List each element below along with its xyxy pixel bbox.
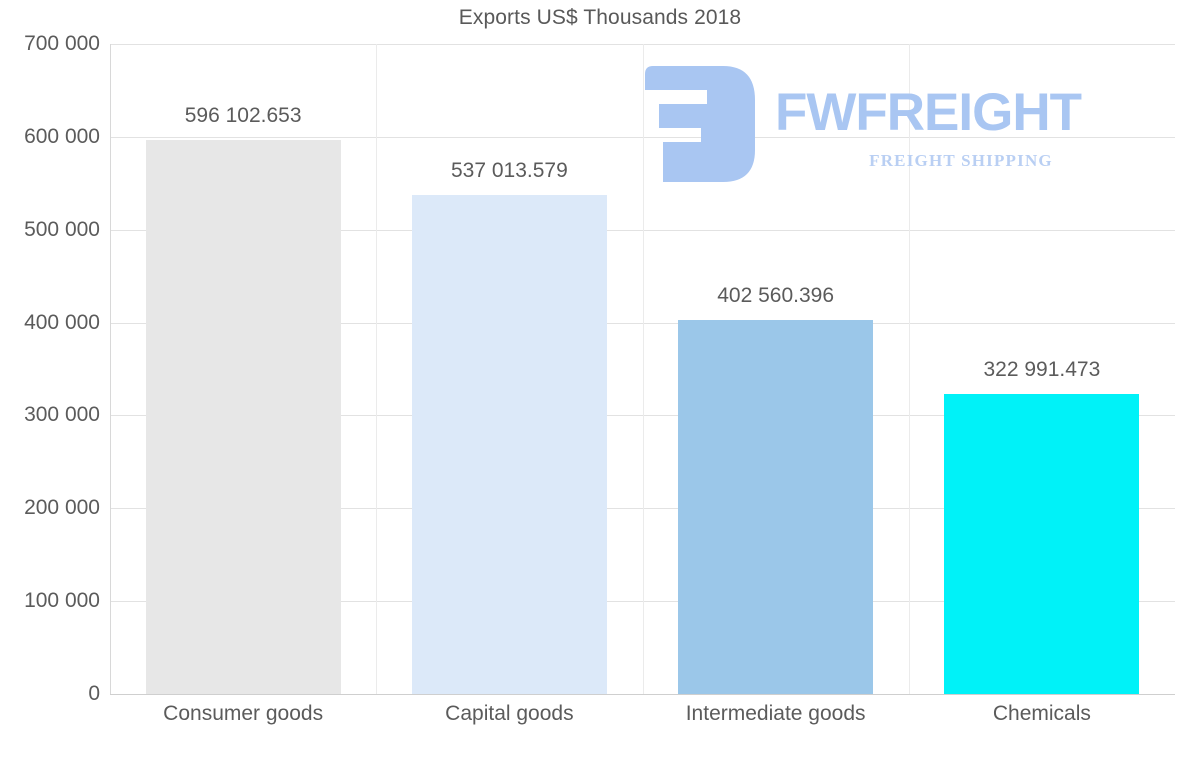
gridline [110,415,1175,417]
y-axis-tick-label: 100 000 [24,589,100,613]
bar[interactable] [944,394,1140,694]
gridline [110,322,1175,324]
plot-area: 596 102.653 537 013.579 402 560.396 322 991… [110,44,1175,695]
y-axis: 0 100 000 200 000 300 000 400 000 500 000 600 … [0,32,100,705]
y-axis-tick-label: 500 000 [24,217,100,241]
category-separators [110,44,1175,694]
gridline [110,694,1175,695]
bar-value-label: 402 560.396 [717,284,835,308]
bars: 596 102.653 537 013.579 402 560.396 322 991… [110,44,1175,694]
y-axis-tick-label: 200 000 [24,496,100,520]
bar-value-label: 596 102.653 [184,104,302,128]
y-axis-tick-label: 400 000 [24,310,100,334]
x-axis: Consumer goods Capital goods Intermediate … [110,702,1175,742]
y-axis-tick-label: 0 [88,682,100,705]
y-axis-tick-label: 700 000 [24,32,100,55]
bar-value-label: 537 013.579 [450,159,568,183]
y-axis-line [110,44,111,694]
bar[interactable] [411,195,607,694]
bar[interactable] [678,320,874,694]
gridline [110,601,1175,603]
x-axis-tick-label: Capital goods [445,702,574,725]
gridline [110,136,1175,138]
gridline [110,229,1175,231]
category-separator [643,44,644,694]
category-separator [376,44,377,694]
y-axis-tick-label: 300 000 [24,403,100,427]
chart-title: Exports US$ Thousands 2018 [458,6,742,29]
gridline [110,44,1175,45]
gridline [110,508,1175,510]
bar-value-label: 322 991.473 [983,358,1101,382]
x-axis-tick-label: Intermediate goods [685,702,866,725]
gridlines [110,44,1175,695]
x-axis-tick-label: Chemicals [992,702,1091,725]
category-separator [909,44,910,694]
x-axis-tick-label: Consumer goods [163,702,324,725]
bar[interactable] [145,140,341,694]
y-axis-tick-label: 600 000 [24,124,100,148]
